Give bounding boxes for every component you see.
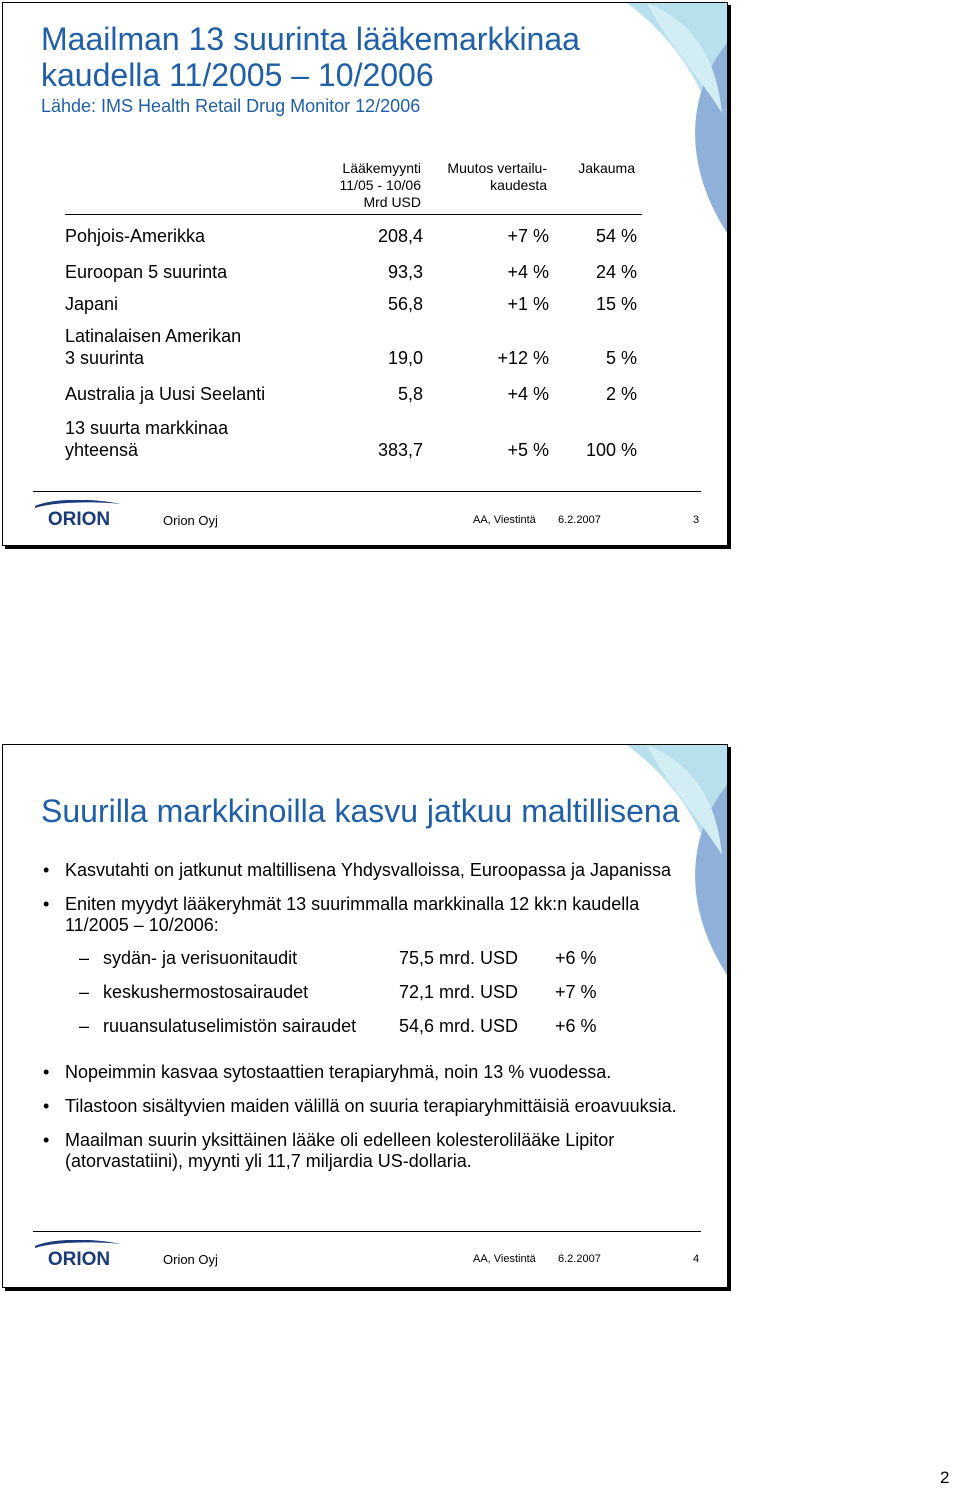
bullet-item: Eniten myydyt lääkeryhmät 13 suurimmalla…: [43, 894, 683, 936]
table-row: Euroopan 5 suurinta 93,3 +4 % 24 %: [65, 259, 645, 283]
slide-title: Suurilla markkinoilla kasvu jatkuu malti…: [41, 793, 680, 829]
column-header-share: Jakauma: [578, 160, 635, 176]
row-label: Japani: [65, 294, 119, 314]
row-share: 5 %: [605, 348, 637, 368]
row-share: 100 %: [585, 440, 637, 460]
row-share: 54 %: [595, 226, 637, 246]
footer-department: AA, Viestintä: [473, 1253, 536, 1265]
sub-item: – sydän- ja verisuonitaudit 75,5 mrd. US…: [43, 948, 683, 982]
sub-item-name: sydän- ja verisuonitaudit: [103, 948, 298, 968]
row-change: +4 %: [507, 262, 549, 282]
sub-item-change: +6 %: [555, 948, 597, 968]
decorative-swoosh: [627, 745, 727, 975]
footer-department: AA, Viestintä: [473, 514, 536, 526]
row-sales: 383,7: [377, 440, 423, 460]
row-share: 15 %: [595, 294, 637, 314]
row-change: +4 %: [507, 384, 549, 404]
bullet-item: Nopeimmin kasvaa sytostaattien terapiary…: [43, 1062, 683, 1083]
footer-company: Orion Oyj: [163, 1252, 218, 1267]
row-share: 2 %: [605, 384, 637, 404]
sub-item-amount: 75,5 mrd. USD: [399, 948, 519, 968]
table-row-total: 13 suurta markkinaa yhteensä 383,7 +5 % …: [65, 415, 645, 461]
sub-item-amount: 72,1 mrd. USD: [399, 982, 519, 1002]
row-change: +5 %: [507, 440, 549, 460]
row-label: Australia ja Uusi Seelanti: [65, 384, 266, 404]
table-row: Pohjois-Amerikka 208,4 +7 % 54 %: [65, 223, 645, 247]
row-change: +12 %: [497, 348, 549, 368]
dash-marker: –: [79, 1016, 90, 1036]
row-label: 13 suurta markkinaa yhteensä: [65, 418, 229, 460]
footer-divider: [33, 1231, 701, 1232]
footer-divider: [33, 491, 701, 492]
column-header-sales: Lääkemyynti 11/05 - 10/06 Mrd USD: [339, 160, 421, 210]
column-header-change: Muutos vertailu- kaudesta: [447, 160, 547, 193]
bullet-list: Kasvutahti on jatkunut maltillisena Yhdy…: [43, 860, 683, 1185]
row-sales: 5,8: [397, 384, 423, 404]
row-label: Latinalaisen Amerikan 3 suurinta: [65, 326, 242, 368]
footer-page-number: 4: [693, 1253, 700, 1265]
decorative-swoosh: [627, 3, 727, 233]
bullet-item: Kasvutahti on jatkunut maltillisena Yhdy…: [43, 860, 683, 881]
footer-page-number: 3: [693, 514, 700, 526]
row-change: +1 %: [507, 294, 549, 314]
orion-logo: ORION: [35, 500, 121, 528]
slide-3: Maailman 13 suurinta lääkemarkkinaa kaud…: [2, 2, 728, 546]
dash-marker: –: [79, 948, 90, 968]
sub-item-change: +6 %: [555, 1016, 597, 1036]
footer-date: 6.2.2007: [558, 1253, 601, 1265]
sub-item: – keskushermostosairaudet 72,1 mrd. USD …: [43, 982, 683, 1016]
table-row: Japani 56,8 +1 % 15 %: [65, 291, 645, 315]
footer-date: 6.2.2007: [558, 514, 601, 526]
dash-marker: –: [79, 982, 90, 1002]
table-row: Latinalaisen Amerikan 3 suurinta 19,0 +1…: [65, 323, 645, 369]
svg-text:ORION: ORION: [48, 509, 110, 528]
table-row: Australia ja Uusi Seelanti 5,8 +4 % 2 %: [65, 381, 645, 405]
slide-title-line-1: Maailman 13 suurinta lääkemarkkinaa: [41, 21, 580, 57]
slide-title: Maailman 13 suurinta lääkemarkkinaa kaud…: [41, 21, 661, 93]
table-header-divider: [65, 214, 642, 215]
document-page-number: 2: [940, 1468, 950, 1487]
sub-item-change: +7 %: [555, 982, 597, 1002]
sub-list: – sydän- ja verisuonitaudit 75,5 mrd. US…: [43, 948, 683, 1050]
row-sales: 19,0: [387, 348, 423, 368]
slide-title-line-2: kaudella 11/2005 – 10/2006: [41, 57, 434, 93]
row-sales: 208,4: [377, 226, 423, 246]
sub-item-name: ruuansulatuselimistön sairaudet: [103, 1016, 357, 1036]
row-label: Euroopan 5 suurinta: [65, 262, 228, 282]
row-label: Pohjois-Amerikka: [65, 226, 206, 246]
row-change: +7 %: [507, 226, 549, 246]
orion-logo: ORION: [35, 1240, 121, 1268]
svg-text:ORION: ORION: [48, 1249, 110, 1268]
footer-company: Orion Oyj: [163, 513, 218, 528]
row-share: 24 %: [595, 262, 637, 282]
sub-item-amount: 54,6 mrd. USD: [399, 1016, 519, 1036]
slide-4: Suurilla markkinoilla kasvu jatkuu malti…: [2, 744, 728, 1288]
bullet-item: Maailman suurin yksittäinen lääke oli ed…: [43, 1130, 683, 1172]
bullet-item: Tilastoon sisältyvien maiden välillä on …: [43, 1096, 683, 1117]
sub-item: – ruuansulatuselimistön sairaudet 54,6 m…: [43, 1016, 683, 1050]
row-sales: 93,3: [387, 262, 423, 282]
slide-subtitle: Lähde: IMS Health Retail Drug Monitor 12…: [41, 96, 421, 116]
row-sales: 56,8: [387, 294, 423, 314]
sub-item-name: keskushermostosairaudet: [103, 982, 309, 1002]
